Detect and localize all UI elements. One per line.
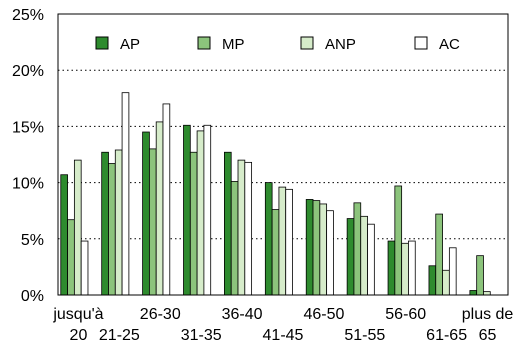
bar-mp-10 — [476, 255, 484, 296]
legend-swatch-mp — [197, 36, 211, 50]
y-tick-label: 20% — [12, 63, 44, 80]
x-tick-label: 46-50 — [303, 306, 344, 323]
bar-ap-7 — [346, 218, 355, 296]
bar-ac-8 — [408, 240, 416, 296]
bar-mp-7 — [353, 202, 362, 296]
bar-mp-8 — [394, 185, 403, 296]
bar-ap-3 — [183, 124, 191, 296]
bar-mp-0 — [67, 219, 75, 296]
x-tick-label: 36-40 — [222, 306, 263, 323]
bar-ac-3 — [203, 124, 212, 296]
bars — [60, 92, 491, 296]
bar-ac-4 — [244, 161, 253, 296]
bar-ac-7 — [367, 223, 375, 296]
legend-swatch-anp — [300, 36, 314, 50]
bar-anp-2 — [155, 121, 164, 296]
bar-anp-5 — [278, 186, 287, 296]
bar-mp-6 — [312, 200, 321, 296]
bar-mp-9 — [435, 213, 443, 296]
y-tick-label: 0% — [21, 288, 44, 305]
legend-label-mp: MP — [222, 36, 245, 53]
y-axis-ticks: 0% 5% 10% 15% 20% 25% — [12, 7, 44, 305]
bar-ap-8 — [387, 240, 396, 296]
y-tick-label: 25% — [12, 7, 44, 24]
bar-ap-10 — [469, 290, 478, 296]
bar-ap-1 — [101, 151, 109, 296]
bar-mp-2 — [148, 148, 157, 296]
bar-ap-0 — [60, 174, 68, 296]
bar-anp-9 — [442, 269, 450, 296]
plot-area-frame — [57, 13, 509, 296]
bar-anp-6 — [319, 203, 328, 296]
x-tick-label: 21-25 — [99, 327, 140, 344]
x-tick-label: 41-45 — [263, 327, 304, 344]
x-tick-label: 31-35 — [181, 327, 222, 344]
bar-anp-1 — [114, 149, 123, 296]
bar-ap-9 — [428, 265, 437, 296]
x-tick-label: 56-60 — [385, 306, 426, 323]
legend-label-ap: AP — [120, 36, 140, 53]
bar-ac-6 — [326, 210, 334, 296]
bar-mp-4 — [230, 181, 239, 296]
bar-anp-3 — [196, 130, 205, 296]
x-tick-label: jusqu'à 20 — [52, 306, 103, 344]
y-tick-label: 5% — [21, 232, 44, 249]
bar-mp-1 — [108, 163, 116, 296]
bar-ap-4 — [224, 151, 232, 296]
legend: AP MP ANP AC — [95, 36, 460, 53]
bar-anp-0 — [73, 159, 82, 296]
bar-anp-8 — [401, 242, 409, 296]
bar-mp-5 — [271, 209, 280, 296]
y-tick-label: 15% — [12, 119, 44, 136]
bar-ac-5 — [285, 188, 293, 296]
x-tick-label: 51-55 — [344, 327, 385, 344]
legend-swatch-ap — [95, 36, 109, 50]
legend-label-anp: ANP — [325, 36, 356, 53]
bar-ac-2 — [162, 103, 171, 296]
legend-swatch-ac — [414, 36, 428, 50]
x-tick-label: plus de 65 — [462, 306, 514, 344]
bar-ac-1 — [121, 92, 130, 296]
bar-ac-9 — [448, 247, 457, 296]
bar-anp-7 — [360, 215, 368, 296]
bar-anp-4 — [237, 159, 246, 296]
x-tick-label: 26-30 — [140, 306, 181, 323]
x-tick-label: 61-65 — [426, 327, 467, 344]
bar-ap-2 — [142, 131, 150, 296]
bar-anp-10 — [483, 291, 491, 296]
bar-mp-3 — [189, 151, 198, 296]
bar-ap-5 — [264, 182, 273, 296]
y-tick-label: 10% — [12, 176, 44, 193]
bar-ap-6 — [305, 199, 314, 296]
bar-ac-0 — [80, 240, 89, 296]
legend-label-ac: AC — [439, 36, 460, 53]
x-axis-ticks: jusqu'à 20 21-2526-3031-3536-4041-4546-505… — [52, 306, 513, 344]
